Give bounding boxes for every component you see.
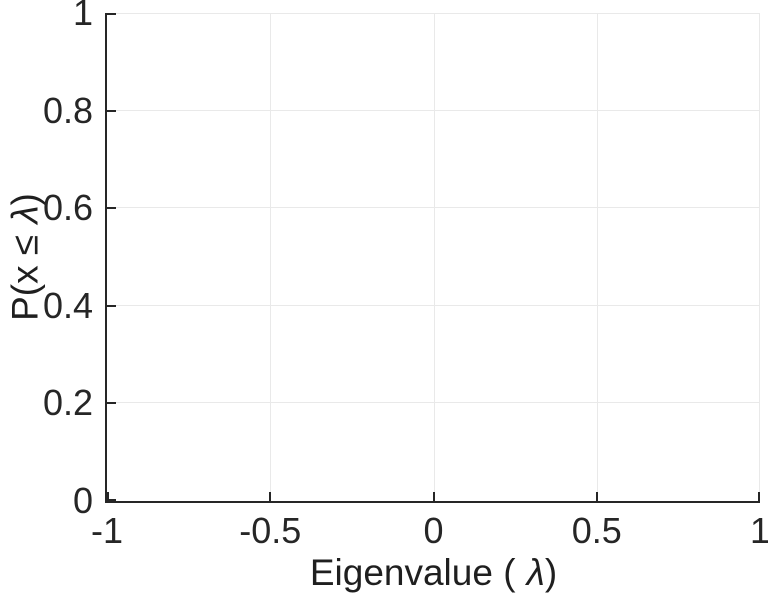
- y-tick-label-0.6: 0.6: [42, 187, 93, 229]
- y-tick-mark-0.6: [107, 207, 116, 210]
- y-axis-label-text: P(x ≤: [4, 234, 46, 321]
- plot-area: -1 -0.5 0 0.5 1 0 0.2 0.4 0.6 0.8 1 Eige…: [43, 0, 768, 593]
- x-tick-mark-1: [758, 492, 760, 501]
- x-tick-label-0.5: 0.5: [571, 510, 622, 551]
- y-tick-mark-0.2: [107, 402, 116, 405]
- gridline-vertical-neg0.5: [270, 13, 272, 501]
- x-tick-mark-neg0.5: [269, 492, 272, 501]
- y-axis-label-suffix: ): [4, 193, 46, 206]
- y-tick-mark-0.8: [107, 109, 116, 112]
- y-tick-label-0.8: 0.8: [42, 89, 93, 131]
- gridline-horizontal-0.8: [107, 109, 760, 111]
- y-tick-label-0.4: 0.4: [42, 284, 93, 326]
- gridline-horizontal-0.6: [107, 207, 760, 209]
- gridline-vertical-0: [433, 13, 435, 501]
- y-tick-label-0.2: 0.2: [42, 382, 93, 424]
- x-tick-mark-0: [432, 492, 435, 501]
- x-axis-label-text: Eigenvalue (: [309, 552, 516, 593]
- y-tick-mark-0.4: [107, 304, 116, 307]
- gridline-horizontal-0.4: [107, 304, 760, 306]
- gridline-horizontal-0.2: [107, 402, 760, 404]
- y-tick-mark-1: [107, 13, 116, 15]
- x-tick-mark-neg1: [107, 492, 109, 501]
- y-tick-label-0: 0: [72, 480, 93, 521]
- lambda-symbol: λ: [4, 205, 46, 224]
- gridline-vertical-0.5: [596, 13, 598, 501]
- x-tick-label-0: 0: [423, 510, 444, 551]
- gridline-horizontal-1: [107, 13, 760, 14]
- y-axis-label: P(x ≤ λ): [4, 193, 47, 321]
- gridline-vertical-1: [759, 13, 760, 501]
- y-tick-mark-0: [107, 499, 116, 501]
- x-tick-label-neg1: -1: [90, 510, 124, 551]
- x-tick-label-1: 1: [749, 510, 768, 551]
- lambda-symbol: λ: [526, 552, 545, 593]
- y-tick-label-1: 1: [72, 0, 93, 33]
- x-axis-label: Eigenvalue (λ): [309, 552, 558, 594]
- x-tick-label-neg0.5: -0.5: [239, 510, 302, 551]
- x-tick-mark-0.5: [595, 492, 598, 501]
- x-axis-label-suffix: ): [544, 552, 558, 593]
